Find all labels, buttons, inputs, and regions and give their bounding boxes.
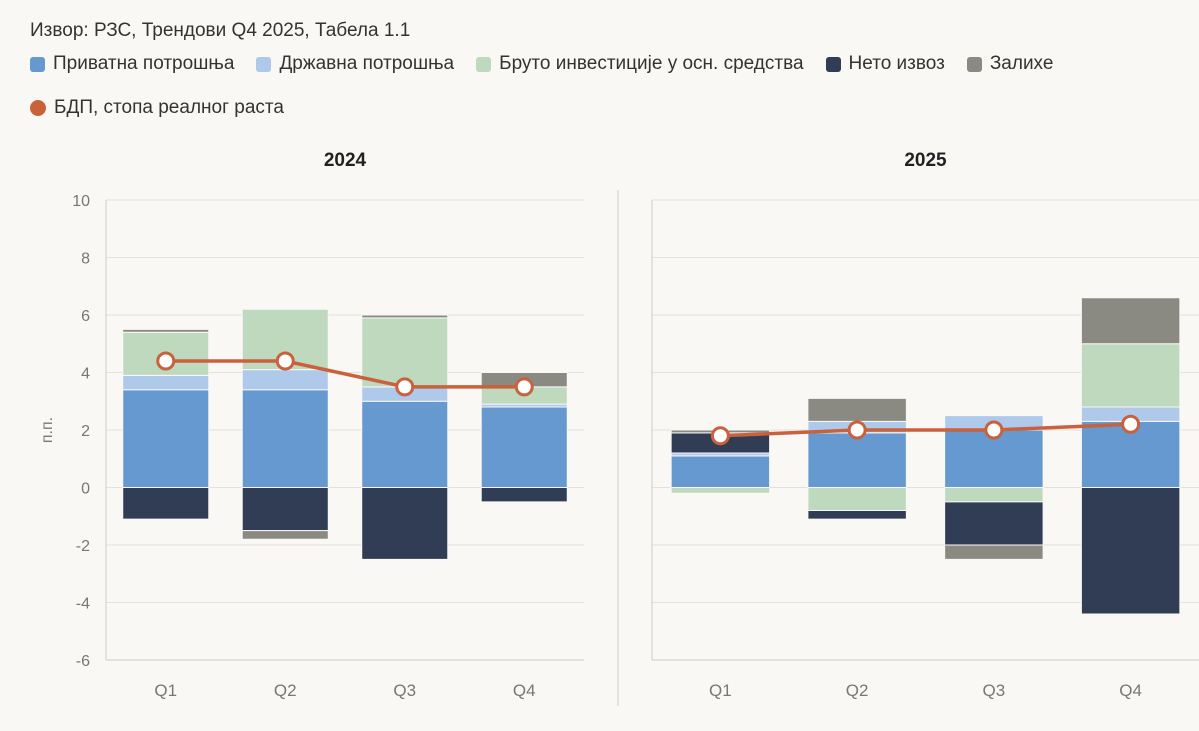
panel-2025: 2025 Q1 Q2 Q3 Q4 [651,150,1199,700]
y-tick-label: 8 [81,251,90,268]
bar-segment[interactable] [480,487,568,503]
x-tick-label: Q3 [983,681,1006,700]
y-tick-label: 4 [81,366,90,383]
legend-label-gross-investment: Бруто инвестиције у осн. средства [499,53,804,74]
legend-item-gdp-growth[interactable]: БДП, стопа реалног раста [30,96,284,120]
gdp-growth-point[interactable] [514,377,534,397]
y-tick-label: 0 [81,481,90,498]
x-tick-label: Q2 [274,681,297,700]
gdp-growth-point[interactable] [1121,414,1141,434]
bar-segment[interactable] [241,487,329,532]
bar-segment[interactable] [807,487,907,511]
x-tick-label: Q1 [154,681,177,700]
source-note: Извор: РЗС, Трендови Q4 2025, Табела 1.1 [30,20,411,41]
legend-label-net-exports: Нето извоз [848,53,945,74]
y-tick-label: -4 [76,596,90,613]
gdp-growth-point[interactable] [710,426,730,446]
bar-segment[interactable] [807,432,907,488]
bar-segment[interactable] [807,510,907,520]
bar-segment[interactable] [944,544,1044,560]
y-tick-label: -2 [76,538,90,555]
bar-segment[interactable] [361,317,449,388]
y-tick-label: 2 [81,423,90,440]
gdp-growth-point[interactable] [984,420,1004,440]
bar-segment[interactable] [361,487,449,560]
legend-item-inventories[interactable]: Залихе [966,52,1054,76]
legend-item-government-consumption[interactable]: Државна потрошња [256,52,454,76]
panel-2024: -6 -4 -2 0 2 4 6 8 10 п.п. 2024 Q1 Q2 Q3 Q4 [39,150,584,700]
x-tick-label: Q1 [709,681,732,700]
gdp-growth-line [720,422,1131,438]
bar-segment[interactable] [670,455,771,488]
legend-swatch-government-consumption [256,56,272,72]
x-tick-label: Q4 [513,681,536,700]
legend-swatch-inventories [966,56,982,72]
y-axis-label: п.п. [39,417,56,443]
legend-label-private-consumption: Приватна потрошња [53,53,235,74]
bar-segment[interactable] [241,389,329,488]
gdp-growth-point[interactable] [847,420,867,440]
gdp-growth-point[interactable] [156,351,176,371]
gdp-growth-point[interactable] [275,351,295,371]
x-tick-label: Q2 [846,681,869,700]
bar-segment[interactable] [122,328,210,333]
bar-segment[interactable] [944,501,1044,546]
bar-segment[interactable] [944,487,1044,503]
x-tick-label: Q3 [393,681,416,700]
bar-segment[interactable] [1080,487,1181,615]
legend-label-government-consumption: Државна потрошња [279,53,455,74]
y-tick-label: 6 [81,308,90,325]
bar-segment[interactable] [944,429,1044,488]
legend-item-gross-investment[interactable]: Бруто инвестиције у осн. средства [476,52,804,76]
bar-segment[interactable] [122,374,210,391]
x-tick-label: Q4 [1119,681,1142,700]
bar-segment[interactable] [122,487,210,520]
panel-title: 2025 [904,150,947,171]
legend: Приватна потрошња Државна потрошња Бруто… [30,52,1180,120]
legend-swatch-private-consumption [30,56,45,72]
legend-swatch-gdp-growth [30,100,46,116]
legend-label-gdp-growth: БДП, стопа реалног раста [54,97,284,118]
gdp-growth-point[interactable] [395,377,415,397]
panel-title: 2024 [324,150,367,171]
bar-segment[interactable] [1080,343,1181,408]
bar-segment[interactable] [241,369,329,391]
gdp-growth-line [165,359,525,389]
bar-segment[interactable] [361,314,449,319]
bar-segment[interactable] [807,397,907,422]
legend-item-net-exports[interactable]: Нето извоз [825,52,945,76]
bar-segment[interactable] [670,487,771,494]
bar-segment[interactable] [122,389,210,488]
legend-label-inventories: Залихе [989,53,1054,74]
legend-item-private-consumption[interactable]: Приватна потрошња [30,52,234,76]
legend-swatch-net-exports [825,56,841,72]
y-tick-label: 10 [72,193,90,210]
y-tick-label: -6 [76,653,90,670]
legend-swatch-gross-investment [476,56,492,72]
bar-segment[interactable] [480,406,568,488]
bar-segment[interactable] [241,530,329,540]
bar-segment[interactable] [1080,297,1181,345]
bar-segment[interactable] [361,400,449,488]
